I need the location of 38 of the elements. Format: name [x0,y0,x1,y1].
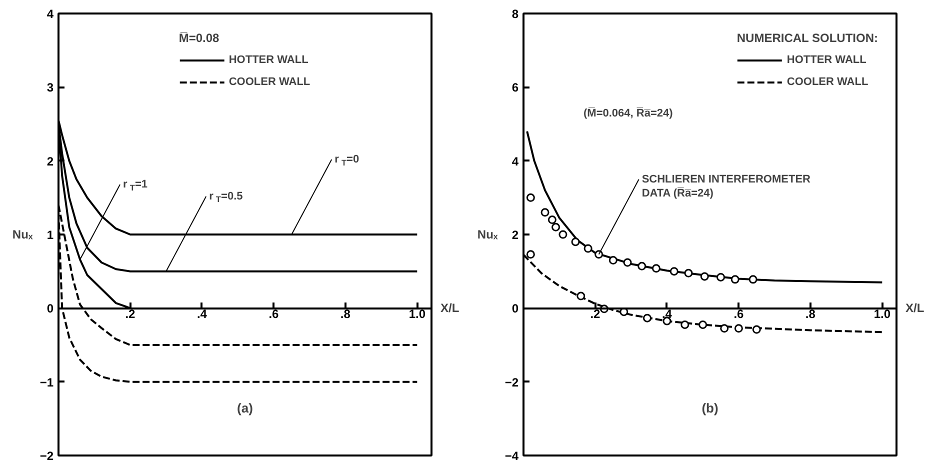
y-tick-label: 8 [512,7,519,21]
text: (a) [237,400,253,416]
legend-label: COOLER WALL [786,76,868,88]
y-tick-label: 0 [46,302,54,316]
y-tick-label: 6 [512,80,519,95]
x-axis-title: X/L [440,301,460,316]
legend-title: M̅=0.08 [178,31,220,45]
y-tick-label: 1 [46,228,54,242]
x-tick-label: .6 [734,307,744,322]
y-tick-label: 4 [512,154,519,168]
x-axis-title: X/L [906,301,924,316]
legend-label: COOLER WALL [228,76,310,88]
x-tick-label: .2 [590,307,601,322]
y-tick-label: 3 [46,80,54,95]
annotation: SCHLIEREN INTERFEROMETER DATA (R̅a̅=24) [642,173,811,200]
legend-label: HOTTER WALL [228,54,308,66]
y-axis-title: Nuₓ [477,228,498,242]
annotation: (M̅=0.064, R̅a̅=24) [584,106,674,120]
x-tick-label: .8 [340,307,351,322]
x-tick-label: .8 [805,307,816,322]
y-tick-label: −2 [504,375,519,390]
x-tick-label: .6 [268,307,280,322]
x-tick-label: .2 [125,307,136,322]
y-tick-label: −1 [40,375,54,390]
x-tick-label: .4 [662,307,672,322]
x-tick-label: 1.0 [408,307,426,322]
legend-title: NUMERICAL SOLUTION: [736,31,878,45]
y-axis-title: Nuₓ [12,228,34,242]
text: (b) [702,400,718,416]
y-tick-label: 2 [46,154,54,168]
x-tick-label: .4 [196,307,208,322]
y-tick-label: −4 [504,449,519,462]
legend-label: HOTTER WALL [786,54,866,66]
y-tick-label: −2 [40,449,54,462]
y-tick-label: 4 [46,7,54,21]
y-tick-label: 0 [512,302,519,316]
x-tick-label: 1.0 [874,307,891,322]
y-tick-label: 2 [512,228,519,242]
